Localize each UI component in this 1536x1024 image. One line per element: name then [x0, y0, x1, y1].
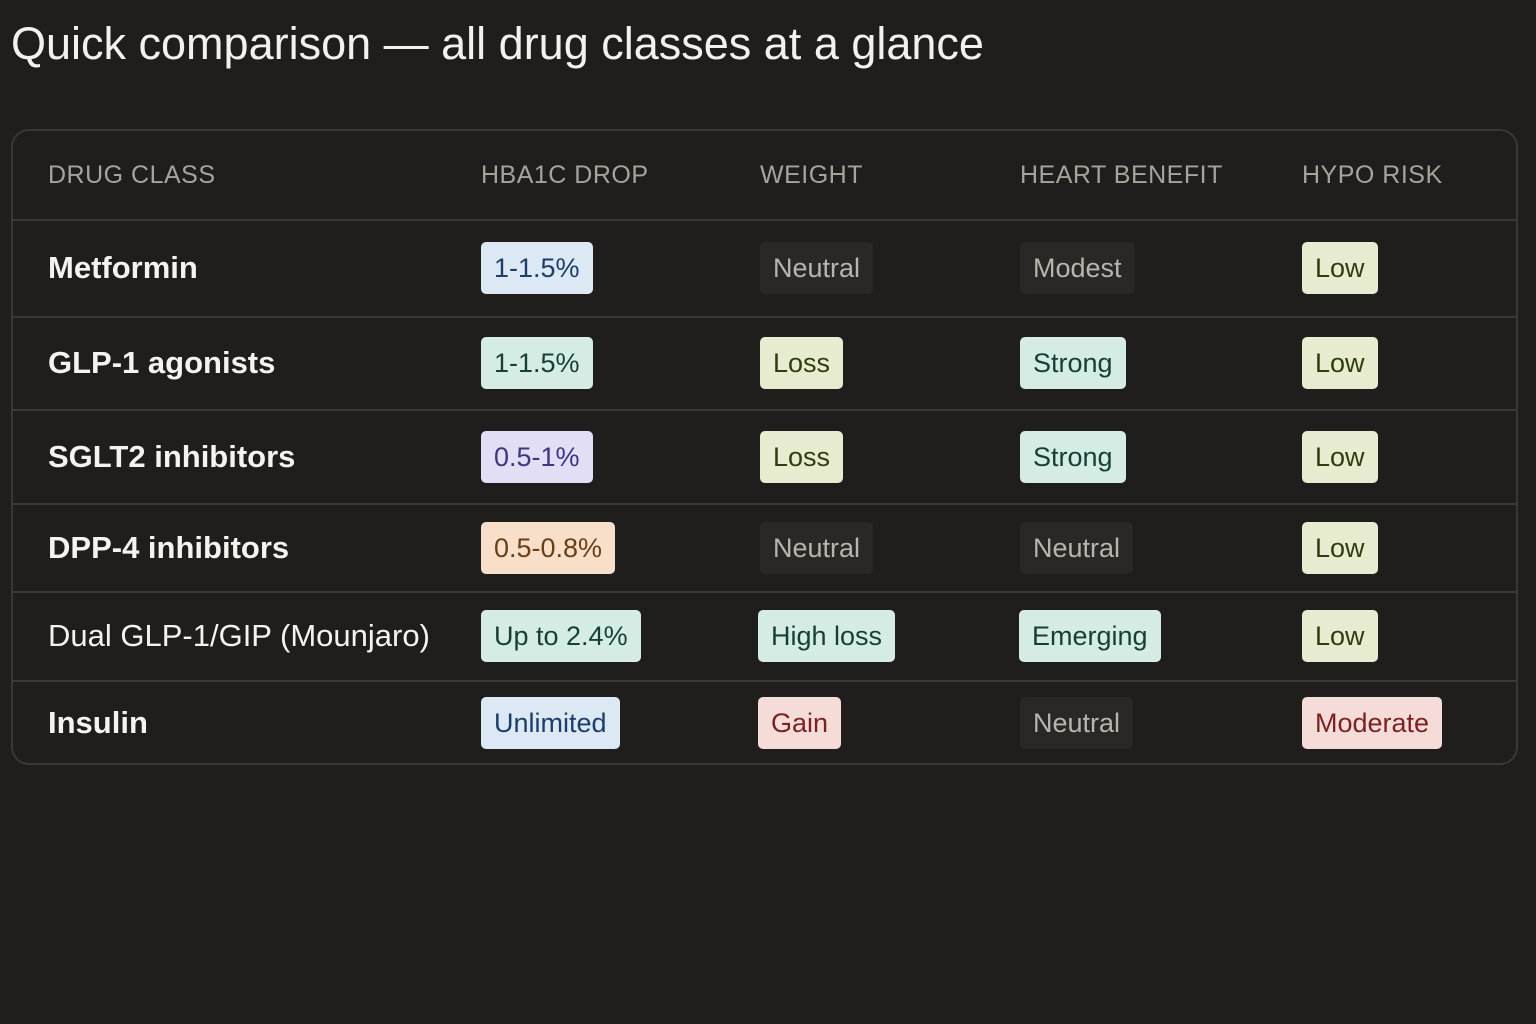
hba1c-drop-tag: 1-1.5%: [481, 241, 593, 294]
hypo-risk-tag: Low: [1302, 337, 1378, 389]
heart-benefit-tag: Modest: [1020, 241, 1135, 294]
heart-benefit-tag: Strong: [1020, 430, 1126, 483]
hypo-risk-tag: Moderate: [1302, 697, 1443, 749]
hba1c-drop-tag: Up to 2.4%: [481, 610, 641, 662]
comparison-table: DRUG CLASS HBA1C DROP WEIGHT HEART BENEF…: [11, 129, 1518, 765]
weight-tag: Neutral: [760, 241, 874, 294]
table-row: DPP-4 inhibitors 0.5-0.8% Neutral Neutra…: [13, 504, 1516, 593]
table-row: SGLT2 inhibitors 0.5-1% Loss Strong Low: [13, 410, 1516, 505]
header-hba1c-drop: HBA1C DROP: [481, 160, 649, 189]
table-row: GLP-1 agonists 1-1.5% Loss Strong Low: [13, 317, 1516, 411]
hypo-risk-tag: Low: [1302, 610, 1378, 662]
table-row: Dual GLP-1/GIP (Mounjaro) Up to 2.4% Hig…: [13, 592, 1516, 682]
header-weight: WEIGHT: [760, 160, 863, 189]
drug-class-name: SGLT2 inhibitors: [48, 438, 296, 474]
drug-class-name: Insulin: [48, 705, 148, 740]
hypo-risk-tag: Low: [1302, 521, 1378, 574]
header-heart-benefit: HEART BENEFIT: [1020, 160, 1223, 189]
weight-tag: Gain: [758, 697, 842, 749]
table-row: Insulin Unlimited Gain Neutral Moderate: [13, 681, 1516, 763]
heart-benefit-tag: Emerging: [1019, 610, 1161, 662]
table-row: Metformin 1-1.5% Neutral Modest Low: [13, 219, 1516, 318]
hba1c-drop-tag: Unlimited: [481, 697, 620, 749]
page-title: Quick comparison — all drug classes at a…: [11, 18, 984, 69]
heart-benefit-tag: Neutral: [1020, 521, 1134, 574]
hba1c-drop-tag: 0.5-1%: [481, 430, 593, 483]
hba1c-drop-tag: 0.5-0.8%: [481, 521, 616, 574]
header-drug-class: DRUG CLASS: [48, 160, 216, 189]
drug-class-name: DPP-4 inhibitors: [48, 529, 290, 565]
drug-class-name: Dual GLP-1/GIP (Mounjaro): [48, 618, 430, 653]
header-hypo-risk: HYPO RISK: [1302, 160, 1443, 189]
hypo-risk-tag: Low: [1302, 430, 1378, 483]
drug-class-name: Metformin: [48, 249, 198, 285]
heart-benefit-tag: Strong: [1020, 337, 1126, 389]
weight-tag: Neutral: [760, 521, 874, 574]
table-header-row: DRUG CLASS HBA1C DROP WEIGHT HEART BENEF…: [13, 131, 1516, 221]
heart-benefit-tag: Neutral: [1020, 697, 1134, 749]
weight-tag: Loss: [760, 430, 844, 483]
hba1c-drop-tag: 1-1.5%: [481, 337, 593, 389]
weight-tag: Loss: [760, 337, 844, 389]
drug-class-name: GLP-1 agonists: [48, 345, 276, 380]
weight-tag: High loss: [758, 610, 896, 662]
hypo-risk-tag: Low: [1302, 241, 1378, 294]
